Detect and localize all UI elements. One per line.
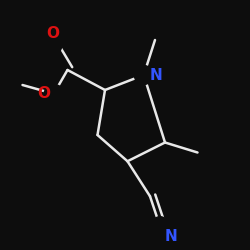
Circle shape [43,36,62,54]
Circle shape [150,217,170,236]
Text: N: N [165,229,178,244]
Text: N: N [150,68,163,82]
Circle shape [134,66,153,84]
Text: O: O [38,86,51,101]
Circle shape [44,84,63,103]
Text: O: O [46,26,59,40]
